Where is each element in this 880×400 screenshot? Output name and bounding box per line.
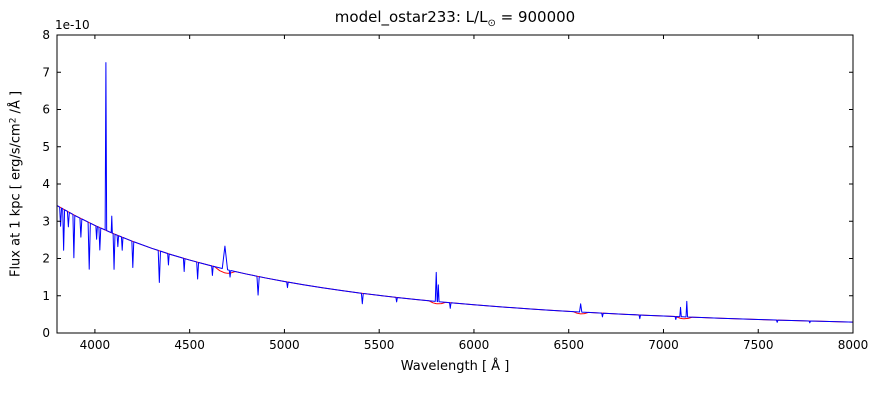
y-tick-label: 0 <box>42 326 50 340</box>
y-tick-label: 4 <box>42 177 50 191</box>
plot-frame <box>56 34 854 334</box>
chart-title: model_ostar233: L/L⊙ = 900000 <box>57 8 853 29</box>
x-tick-label: 7000 <box>648 338 679 352</box>
y-tick-label: 8 <box>42 28 50 42</box>
x-tick-label: 6500 <box>553 338 584 352</box>
x-tick-label: 7500 <box>743 338 774 352</box>
y-axis-label-text: Flux at 1 kpc [ erg/s/cm <box>8 123 24 278</box>
x-tick-label: 4000 <box>80 338 111 352</box>
x-tick-label: 6000 <box>459 338 490 352</box>
y-tick-label: 6 <box>42 103 50 117</box>
y-axis-offset-label: 1e-10 <box>55 18 90 32</box>
y-tick-label: 1 <box>42 289 50 303</box>
x-axis-label: Wavelength [ Å ] <box>400 359 510 374</box>
x-tick-label: 4500 <box>174 338 205 352</box>
y-axis-label: Flux at 1 kpc [ erg/s/cm2 /Å ] <box>9 91 24 277</box>
continuum-line <box>56 205 854 323</box>
y-tick-label: 7 <box>42 65 50 79</box>
y-tick-label: 5 <box>42 140 50 154</box>
x-tick-label: 5500 <box>364 338 395 352</box>
sun-symbol: ⊙ <box>487 18 496 29</box>
x-tick-label: 5000 <box>269 338 300 352</box>
x-tick-label: 8000 <box>838 338 869 352</box>
chart-title-suffix: = 900000 <box>495 8 576 26</box>
y-axis-label-superscript: 2 <box>8 117 19 124</box>
y-tick-label: 2 <box>42 252 50 266</box>
y-tick-label: 3 <box>42 214 50 228</box>
y-axis-label-suffix: /Å ] <box>8 90 24 118</box>
chart-title-prefix: model_ostar233: L/L <box>334 8 488 26</box>
spectrum-line <box>56 62 854 324</box>
